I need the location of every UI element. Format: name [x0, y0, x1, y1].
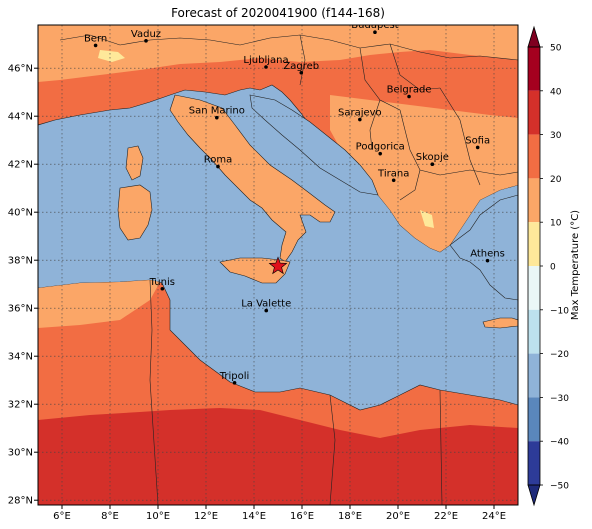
lon-tick-label: 12°E — [194, 511, 218, 522]
colorbar-bin — [528, 353, 540, 398]
lon-tick-label: 14°E — [242, 511, 266, 522]
lon-tick-label: 20°E — [386, 511, 410, 522]
city-label: Budapest — [351, 20, 398, 31]
city-dot — [160, 286, 165, 291]
colorbar-tick-label: 50 — [550, 44, 562, 54]
land-corsica — [125, 145, 144, 181]
land-north-africa-interior — [38, 408, 518, 505]
colorbar-tick-label: 20 — [550, 175, 562, 185]
colorbar-tick-label: −50 — [550, 482, 569, 492]
city-label: Bern — [84, 33, 107, 44]
lat-tick-label: 38°N — [8, 256, 33, 267]
gridlines — [38, 25, 518, 505]
colorbar-bin — [528, 441, 540, 485]
city-label: Tirana — [377, 168, 409, 179]
colorbar-tick-label: 40 — [550, 87, 562, 97]
colorbar-tick-label: 10 — [550, 219, 562, 229]
city-label: Sarajevo — [338, 108, 382, 119]
colorbar-label: Max Temperature (°C) — [570, 210, 581, 320]
lat-tick-label: 36°N — [8, 304, 33, 315]
land-greece-hot-patch — [420, 210, 434, 228]
colorbar-extend-high — [527, 25, 541, 48]
city-label: Ljubljana — [243, 55, 288, 66]
lon-tick-label: 24°E — [482, 511, 506, 522]
city-dot — [215, 115, 219, 120]
colorbar-bin — [528, 178, 540, 223]
colorbar-bin — [528, 266, 540, 310]
colorbar-bin — [528, 134, 540, 179]
colorbar-bin — [528, 397, 540, 442]
longitude-axis: 6°E 8°E 10°E 12°E 14°E 16°E 18°E 20°E 22°E 24°E — [53, 505, 506, 522]
city-dot — [358, 117, 362, 122]
city-dot — [391, 178, 396, 183]
city-dot — [430, 162, 435, 166]
city-dot — [299, 70, 304, 75]
land-alps-hot-patch — [98, 50, 125, 62]
city-label: San Marino — [189, 106, 245, 117]
colorbar-extend-low — [527, 484, 541, 507]
city-label: Athens — [470, 249, 505, 260]
colorbar-bin — [528, 90, 540, 135]
land-italy — [169, 94, 336, 263]
city-dot — [144, 39, 148, 43]
lat-tick-label: 42°N — [8, 160, 33, 171]
land-crete — [482, 317, 518, 329]
colorbar-tick-label: −30 — [550, 394, 569, 404]
city-label: Skopje — [416, 152, 449, 163]
colorbar-bin — [528, 47, 540, 91]
lat-tick-label: 44°N — [8, 112, 33, 123]
city-label: Sofia — [465, 135, 490, 146]
city-label: Belgrade — [387, 85, 432, 96]
colorbar-tick-label: 30 — [550, 131, 562, 141]
colorbar-bin — [528, 309, 540, 354]
colorbar: 50 40 30 20 10 0 −10 −20 −30 −40 −50 — [527, 25, 569, 507]
map-frame — [37, 24, 519, 506]
lon-tick-label: 8°E — [101, 511, 119, 522]
city-dot — [232, 381, 237, 385]
city-dot — [216, 164, 220, 169]
colorbar-tick-label: −20 — [550, 350, 569, 360]
city-label: Podgorica — [356, 142, 405, 153]
colorbar-tick-label: −10 — [550, 306, 569, 316]
lon-tick-label: 6°E — [53, 511, 71, 522]
city-dot — [373, 30, 377, 34]
city-dot — [475, 145, 480, 150]
lat-tick-label: 28°N — [8, 496, 33, 507]
city-label: Tunis — [149, 277, 175, 288]
colorbar-bin — [528, 222, 540, 266]
city-label: Roma — [204, 155, 233, 166]
city-dot — [407, 94, 411, 99]
city-label: Zagreb — [283, 61, 319, 72]
city-dot — [264, 65, 268, 69]
city-label: Vaduz — [131, 29, 161, 40]
lon-tick-label: 16°E — [290, 511, 314, 522]
sea-aegean — [449, 194, 518, 301]
lat-tick-label: 34°N — [8, 352, 33, 363]
sea-adriatic — [249, 94, 379, 196]
city-dot — [485, 258, 490, 263]
lat-tick-label: 46°N — [8, 64, 33, 75]
lat-tick-label: 32°N — [8, 400, 33, 411]
colorbar-tick-label: −40 — [550, 438, 569, 448]
lat-tick-label: 40°N — [8, 208, 33, 219]
map-title: Forecast of 2020041900 (f144-168) — [171, 6, 385, 20]
country-borders — [59, 34, 518, 505]
lon-tick-label: 22°E — [434, 511, 458, 522]
land-balkans-lighter — [330, 95, 518, 252]
city-label: Tripoli — [219, 371, 250, 382]
city-dot — [264, 308, 269, 313]
colorbar-tick-label: 0 — [550, 263, 556, 273]
city-label: La Valette — [241, 299, 291, 310]
lon-tick-label: 18°E — [338, 511, 362, 522]
location-star-marker — [268, 256, 288, 275]
city-dot — [93, 43, 98, 48]
land-north-africa-coast-band — [38, 280, 160, 328]
latitude-axis: 28°N 30°N 32°N 34°N 36°N 38°N 40°N 42°N 44°N 46°N — [8, 64, 38, 507]
lat-tick-label: 30°N — [8, 448, 33, 459]
city-dot — [378, 151, 383, 156]
lon-tick-label: 10°E — [146, 511, 170, 522]
